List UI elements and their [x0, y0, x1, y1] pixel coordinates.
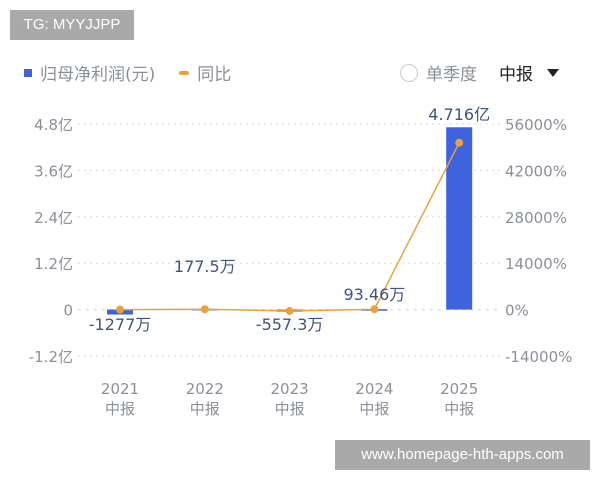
right-axis-tick: 56000%: [505, 116, 567, 134]
watermark-url: www.homepage-hth-apps.com: [335, 440, 590, 470]
yoy-point: [370, 305, 379, 314]
bar-legend-swatch: [24, 68, 32, 77]
x-tick-period: 中报: [190, 400, 220, 418]
left-axis-tick: 2.4亿: [34, 209, 73, 227]
single-quarter-label[interactable]: 单季度: [426, 65, 477, 85]
legend-bar-label[interactable]: 归母净利润(元): [40, 65, 156, 85]
x-tick-period: 中报: [105, 400, 135, 418]
legend: 归母净利润(元) 同比: [24, 60, 231, 85]
period-dropdown[interactable]: 中报: [499, 65, 533, 85]
chevron-down-icon[interactable]: [547, 68, 559, 77]
bar-data-label: -1277万: [89, 315, 152, 334]
bar-data-label: 177.5万: [174, 257, 236, 276]
x-tick-year: 2021: [101, 380, 139, 398]
legend-line-label[interactable]: 同比: [197, 65, 232, 85]
x-tick-year: 2023: [271, 380, 309, 398]
watermark-tg: TG: MYYJJPP: [10, 10, 134, 40]
left-axis-tick: -1.2亿: [29, 348, 73, 366]
x-tick-period: 中报: [359, 400, 389, 418]
bar-data-label: 4.716亿: [428, 105, 490, 124]
x-tick-period: 中报: [444, 400, 474, 418]
yoy-point: [455, 138, 464, 147]
bar: [446, 127, 473, 310]
x-tick-period: 中报: [275, 400, 305, 418]
left-axis-tick: 1.2亿: [34, 255, 73, 273]
line-legend-swatch: [179, 70, 190, 75]
right-axis-tick: -14000%: [505, 348, 572, 366]
right-axis-tick: 0%: [505, 302, 529, 320]
left-axis-tick: 4.8亿: [34, 116, 73, 134]
yoy-point: [285, 306, 294, 315]
single-quarter-radio[interactable]: [400, 63, 418, 82]
right-axis-tick: 14000%: [505, 255, 567, 273]
x-tick-year: 2022: [186, 380, 224, 398]
left-axis-tick: 0: [63, 302, 73, 320]
yoy-point: [116, 305, 124, 314]
chart-controls: 单季度 中报: [400, 60, 559, 85]
right-axis-tick: 28000%: [505, 209, 567, 227]
yoy-point: [200, 305, 209, 314]
x-tick-year: 2024: [355, 380, 393, 398]
right-axis-tick: 42000%: [505, 162, 567, 180]
left-axis-tick: 3.6亿: [34, 162, 73, 180]
x-tick-year: 2025: [440, 380, 478, 398]
bar-data-label: 93.46万: [343, 285, 405, 304]
yoy-line: [119, 142, 460, 312]
bar-data-label: -557.3万: [256, 315, 324, 334]
